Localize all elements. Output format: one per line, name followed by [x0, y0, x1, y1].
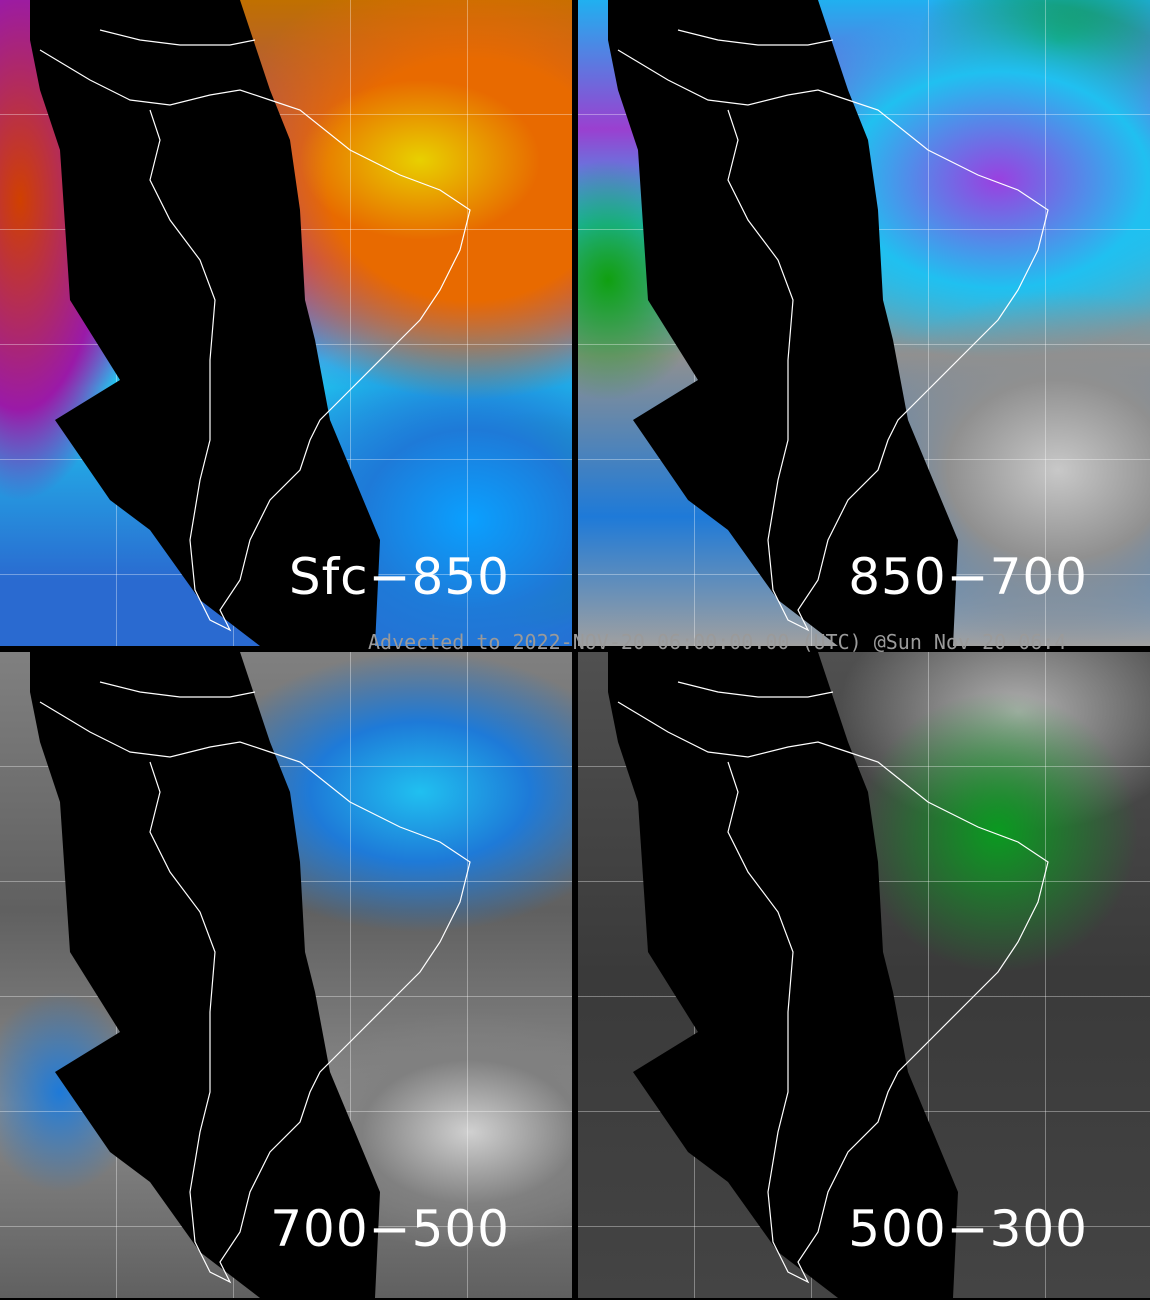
panel-700-500: 700−500 [0, 652, 572, 1298]
layer-label: 850−700 [848, 548, 1088, 606]
panel-sfc-850: Sfc−850 [0, 0, 572, 646]
layer-label: 500−300 [848, 1200, 1088, 1258]
panel-500-300: 500−300 [578, 652, 1150, 1298]
advection-timestamp: Advected to 2022-NOV-20 06:00:00.00 (UTC… [368, 630, 1067, 654]
layer-label: Sfc−850 [288, 548, 510, 606]
panel-850-700: 850−700 [578, 0, 1150, 646]
layer-label: 700−500 [270, 1200, 510, 1258]
